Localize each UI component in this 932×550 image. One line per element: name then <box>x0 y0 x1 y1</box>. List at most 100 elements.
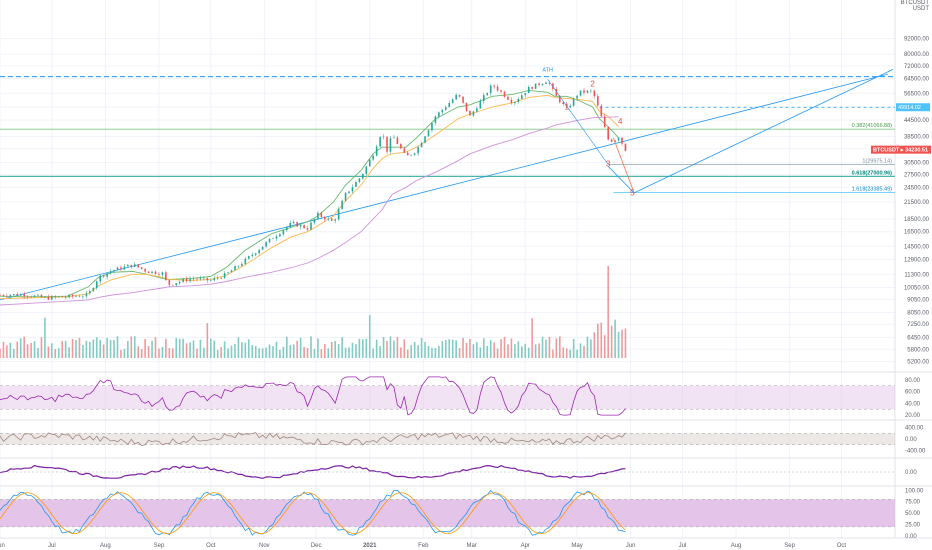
candle-body <box>372 155 375 160</box>
price-axis-label: 56500.00 <box>904 91 930 97</box>
candle-body <box>538 83 540 86</box>
candle-body <box>548 82 551 84</box>
volume-bar <box>362 339 364 358</box>
candle-body <box>116 267 119 271</box>
candle-body <box>313 218 316 223</box>
candle-body <box>317 212 319 219</box>
volume-bar <box>40 337 43 358</box>
candle-body <box>617 137 620 141</box>
wave-5-path <box>612 137 635 194</box>
volume-bar <box>279 349 281 358</box>
candle-body <box>393 137 395 139</box>
candle-body <box>299 225 302 227</box>
candle-body <box>78 296 81 297</box>
candle-body <box>272 238 274 240</box>
volume-bar <box>92 339 95 358</box>
candle-body <box>410 154 413 156</box>
volume-bar <box>365 338 368 358</box>
volume-bar <box>458 348 461 358</box>
candle-body <box>438 112 440 117</box>
candle-body <box>389 138 392 152</box>
candle-body <box>358 178 361 182</box>
volume-bar <box>230 345 233 358</box>
indicator-band <box>0 385 895 410</box>
candle-body <box>102 275 105 277</box>
time-axis-label: Sep <box>784 543 795 549</box>
moving-average-line <box>0 116 619 306</box>
volume-bar <box>420 337 423 358</box>
volume-bar <box>441 341 444 358</box>
candle-body <box>244 258 247 264</box>
volume-bar <box>89 341 91 358</box>
candle-body <box>444 107 447 110</box>
volume-bar <box>272 346 274 358</box>
candle-body <box>23 294 25 297</box>
volume-bar <box>403 339 406 358</box>
candle-body <box>545 82 547 84</box>
candle-body <box>379 136 381 147</box>
volume-bar <box>417 345 419 358</box>
fib-0382-label: 0.382(41066.88) <box>852 123 893 129</box>
candle-body <box>0 295 1 296</box>
candle-body <box>334 219 336 221</box>
candle-body <box>199 278 202 280</box>
time-axis-label: Mar <box>467 543 477 549</box>
indicator-axis-label: 40.00 <box>905 401 921 407</box>
trend-channel-line <box>0 73 889 301</box>
indicator-axis-label: 100.00 <box>905 488 924 494</box>
candle-body <box>562 102 565 105</box>
candle-body <box>206 277 209 281</box>
indicator-axis-label: 25.00 <box>905 523 921 529</box>
candle-body <box>559 95 561 103</box>
volume-bar <box>189 342 191 358</box>
volume-bar <box>327 348 330 358</box>
candle-body <box>47 296 50 300</box>
volume-bar <box>603 335 606 358</box>
volume-bar <box>413 341 416 358</box>
candle-body <box>514 102 516 104</box>
candle-body <box>472 111 475 116</box>
candle-body <box>500 90 502 92</box>
level-49914-tag-label: 49914.02 <box>898 105 921 111</box>
volume-bar <box>99 339 102 358</box>
volume-bar <box>548 336 551 358</box>
volume-bar <box>2 341 5 358</box>
candle-body <box>362 173 364 179</box>
volume-bar <box>265 347 267 358</box>
candle-body <box>375 146 378 156</box>
volume-bar <box>514 344 516 358</box>
candle-body <box>576 95 578 99</box>
volume-bar <box>520 346 523 358</box>
time-axis-label: Sep <box>154 543 165 549</box>
volume-bar <box>324 344 326 358</box>
candle-body <box>203 277 205 279</box>
volume-bar <box>576 349 578 358</box>
volume-bar <box>241 342 243 358</box>
indicator-line <box>0 432 626 447</box>
candle-body <box>223 273 226 279</box>
volume-bar <box>165 338 167 358</box>
volume-bar <box>382 336 385 358</box>
candle-body <box>109 271 112 274</box>
candle-body <box>175 283 178 286</box>
price-axis-label: 9050.00 <box>907 297 929 303</box>
volume-bar <box>541 336 544 358</box>
volume-bar <box>510 338 513 358</box>
volume-bar <box>410 345 413 358</box>
volume-bar <box>479 347 482 358</box>
volume-bar <box>469 338 471 358</box>
volume-bar <box>583 345 585 358</box>
price-axis-label: 14500.00 <box>904 244 930 250</box>
candle-body <box>140 267 143 269</box>
price-axis-label: 5800.00 <box>907 347 929 353</box>
volume-bar <box>113 340 115 358</box>
volume-bar <box>313 348 316 358</box>
candle-body <box>37 294 39 296</box>
wave-label: 3 <box>606 159 611 168</box>
candle-body <box>106 273 108 277</box>
volume-bar <box>489 340 492 358</box>
volume-bar <box>565 348 568 358</box>
price-axis-label: 7250.00 <box>907 322 929 328</box>
candle-body <box>92 288 95 292</box>
